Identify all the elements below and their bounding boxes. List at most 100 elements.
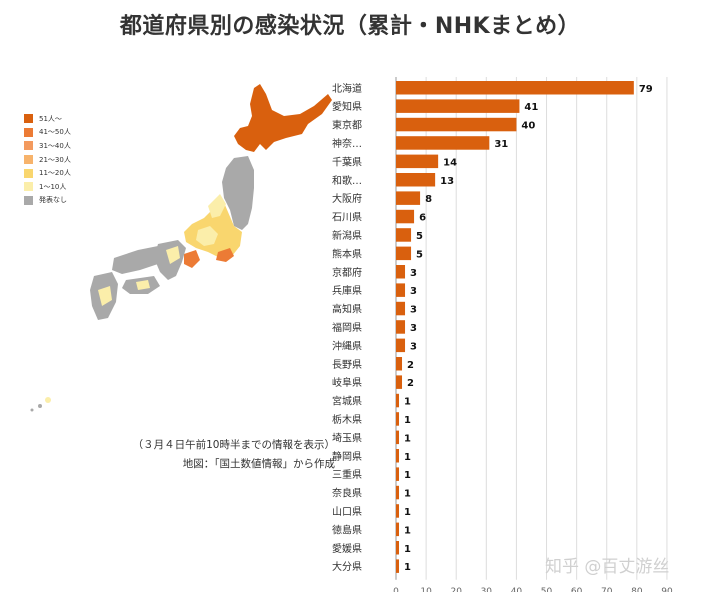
value-label: 3 [410, 286, 417, 297]
category-label: 東京都 [332, 119, 362, 132]
category-label: 奈良県 [332, 487, 362, 500]
category-label: 新潟県 [332, 229, 362, 242]
category-label: 沖縄県 [332, 339, 362, 352]
category-label: 和歌… [332, 174, 362, 187]
category-label: 三重県 [332, 468, 362, 481]
category-label: 京都府 [332, 266, 362, 279]
value-label: 1 [404, 433, 411, 444]
value-label: 5 [416, 249, 423, 260]
legend-item: 51人〜 [24, 112, 71, 126]
legend-item: 31〜40人 [24, 139, 71, 153]
value-label: 14 [443, 157, 457, 168]
bar [396, 357, 403, 371]
bar [396, 485, 400, 500]
bar [396, 117, 517, 132]
map-hokkaido [234, 84, 332, 152]
category-label: 長野県 [332, 359, 362, 371]
value-label: 3 [410, 341, 417, 352]
value-label: 1 [404, 562, 411, 573]
watermark: 知乎 @百丈游丝 [545, 557, 670, 577]
legend-swatch [24, 155, 33, 165]
value-label: 41 [524, 102, 538, 113]
legend-label: 51人〜 [39, 114, 62, 123]
category-label: 愛知県 [332, 100, 362, 113]
legend-item: 41〜50人 [24, 126, 71, 140]
category-label: 栃木県 [332, 413, 362, 426]
legend-label: 発表なし [39, 196, 67, 205]
value-label: 1 [404, 415, 411, 426]
legend-label: 21〜30人 [39, 155, 71, 164]
x-tick-label: 0 [393, 587, 399, 592]
map-kinki-light [166, 246, 180, 264]
value-label: 13 [440, 176, 454, 187]
category-label: 静岡県 [332, 450, 362, 463]
bar [396, 541, 400, 555]
chart-title: 都道府県別の感染状況（累計・NHKまとめ） [119, 14, 581, 39]
value-label: 3 [410, 268, 417, 279]
bar [396, 81, 634, 95]
value-label: 1 [404, 397, 411, 408]
map-okinawa [45, 397, 51, 403]
bar [396, 228, 412, 242]
legend-label: 41〜50人 [39, 128, 71, 137]
category-label: 高知県 [332, 303, 362, 316]
bar [396, 504, 400, 518]
category-label: 北海道 [332, 82, 362, 95]
map-tokyo [216, 248, 234, 262]
value-label: 31 [494, 139, 508, 150]
value-label: 40 [521, 121, 535, 132]
value-label: 6 [419, 213, 426, 224]
map-aichi [184, 250, 200, 268]
bar [396, 246, 412, 261]
bar [396, 467, 400, 481]
value-label: 3 [410, 323, 417, 334]
map-niigata [208, 194, 226, 218]
category-label: 宮城県 [332, 395, 362, 408]
category-label: 愛媛県 [332, 542, 362, 555]
map-kanto-chubu [184, 198, 242, 258]
x-tick-label: 20 [450, 587, 462, 592]
category-label: 兵庫県 [332, 284, 362, 297]
legend-item: 1〜10人 [24, 180, 71, 194]
map-light [196, 226, 218, 246]
value-label: 8 [425, 194, 432, 205]
bar [396, 191, 421, 205]
bar [396, 522, 400, 537]
legend-swatch [24, 127, 33, 137]
category-label: 徳島県 [332, 523, 362, 536]
japan-map [30, 84, 332, 412]
legend-label: 11〜20人 [39, 169, 71, 178]
map-tohoku [222, 156, 254, 230]
legend-swatch [24, 114, 33, 124]
bar [396, 430, 400, 445]
value-label: 1 [404, 452, 411, 463]
x-tick-label: 40 [511, 587, 523, 592]
category-label: 大阪府 [332, 192, 362, 205]
legend-label: 31〜40人 [39, 141, 71, 150]
x-tick-label: 70 [601, 587, 613, 592]
map-note-source: 地図：「国土数値情報」から作成 [182, 458, 335, 470]
category-label: 熊本県 [332, 247, 362, 260]
category-label: 山口県 [332, 506, 362, 518]
x-tick-label: 90 [661, 587, 673, 592]
bar [396, 412, 400, 426]
legend-item: 発表なし [24, 194, 71, 208]
bar [396, 99, 520, 113]
legend-swatch [24, 168, 33, 178]
legend-swatch [24, 195, 33, 205]
x-tick-label: 10 [420, 587, 432, 592]
bar [396, 449, 400, 463]
bar [396, 136, 490, 150]
category-label: 神奈… [332, 137, 362, 150]
bar [396, 559, 400, 573]
legend-item: 11〜20人 [24, 166, 71, 180]
bar [396, 173, 436, 187]
value-label: 1 [404, 470, 411, 481]
legend-swatch [24, 141, 33, 151]
bar [396, 338, 406, 353]
bar [396, 393, 400, 408]
bar [396, 209, 415, 224]
x-tick-label: 30 [481, 587, 493, 592]
legend-label: 1〜10人 [39, 182, 67, 191]
